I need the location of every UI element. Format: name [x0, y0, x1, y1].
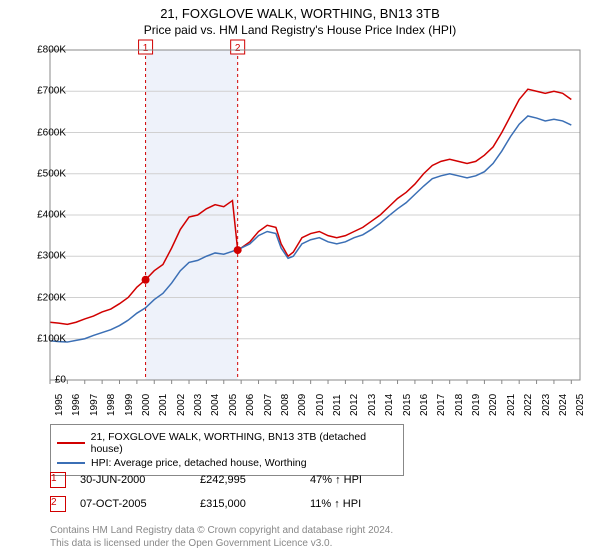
legend-item: 21, FOXGLOVE WALK, WORTHING, BN13 3TB (d…: [57, 431, 397, 455]
sale-row: 1 30-JUN-2000 £242,995 47% ↑ HPI: [50, 472, 362, 488]
line-chart: 12: [0, 0, 600, 420]
svg-text:1: 1: [143, 43, 149, 54]
legend-swatch: [57, 442, 85, 444]
legend-label: HPI: Average price, detached house, Wort…: [91, 457, 307, 469]
sale-row: 2 07-OCT-2005 £315,000 11% ↑ HPI: [50, 496, 361, 512]
sale-date: 07-OCT-2005: [80, 498, 200, 510]
sale-price: £315,000: [200, 498, 310, 510]
chart-container: 21, FOXGLOVE WALK, WORTHING, BN13 3TB Pr…: [0, 0, 600, 560]
sale-delta: 11% ↑ HPI: [310, 498, 361, 510]
legend-swatch: [57, 462, 85, 464]
sale-price: £242,995: [200, 474, 310, 486]
legend-item: HPI: Average price, detached house, Wort…: [57, 457, 397, 469]
legend-label: 21, FOXGLOVE WALK, WORTHING, BN13 3TB (d…: [91, 431, 397, 455]
sale-marker-icon: 1: [50, 472, 66, 488]
footer-attribution: Contains HM Land Registry data © Crown c…: [50, 524, 393, 550]
sale-date: 30-JUN-2000: [80, 474, 200, 486]
sale-delta: 47% ↑ HPI: [310, 474, 362, 486]
legend: 21, FOXGLOVE WALK, WORTHING, BN13 3TB (d…: [50, 424, 404, 476]
svg-text:2: 2: [235, 43, 241, 54]
sale-marker-icon: 2: [50, 496, 66, 512]
